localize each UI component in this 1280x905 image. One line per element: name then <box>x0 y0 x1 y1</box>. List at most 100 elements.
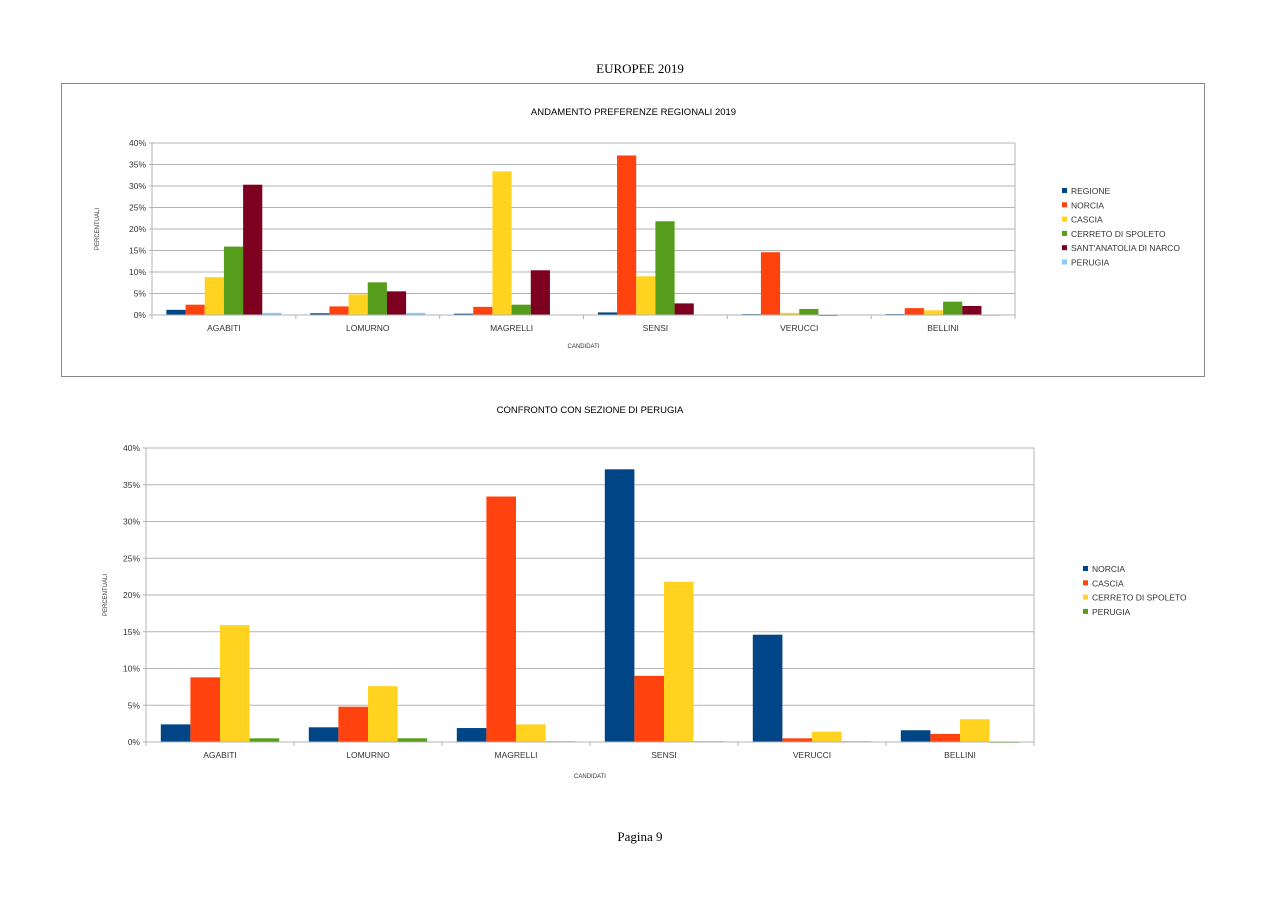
x-tick-label: SENSI <box>651 750 677 760</box>
bar-cerreto-di-spoleto-magrelli <box>511 304 531 315</box>
chart-title: ANDAMENTO PREFERENZE REGIONALI 2019 <box>531 107 736 118</box>
bar-perugia-agabiti <box>262 312 282 315</box>
x-tick-label: BELLINI <box>927 323 959 333</box>
legend-swatch <box>1062 202 1067 208</box>
y-tick-label: 30% <box>129 181 146 191</box>
bar-norcia-lomurno <box>329 306 349 315</box>
bar-cascia-magrelli <box>486 496 516 742</box>
bar-regione-lomurno <box>310 313 330 315</box>
x-tick-label: AGABITI <box>203 750 237 760</box>
bar-cerreto-di-spoleto-bellini <box>943 301 963 315</box>
bar-cascia-verucci <box>782 738 812 742</box>
bar-regione-agabiti <box>166 309 186 315</box>
bar-norcia-agabiti <box>185 304 205 315</box>
legend-label: REGIONE <box>1071 186 1111 196</box>
bar-cerreto-di-spoleto-lomurno <box>368 686 398 742</box>
bar-cascia-bellini <box>930 733 960 742</box>
bar-cascia-lomurno <box>338 706 368 742</box>
x-tick-label: VERUCCI <box>780 323 818 333</box>
bar-norcia-magrelli <box>473 306 493 315</box>
bar-perugia-agabiti <box>249 738 280 742</box>
bar-cascia-agabiti <box>190 677 220 742</box>
bar-sant-anatolia-di-narco-lomurno <box>386 291 407 315</box>
bar-norcia-bellini <box>900 730 931 742</box>
x-axis-label: CANDIDATI <box>568 344 600 350</box>
y-tick-label: 15% <box>123 627 140 637</box>
bar-norcia-lomurno <box>308 727 339 742</box>
legend-swatch <box>1083 566 1088 571</box>
bar-cerreto-di-spoleto-agabiti <box>223 246 244 315</box>
bar-cascia-sensi <box>636 276 656 315</box>
x-tick-label: AGABITI <box>207 323 241 333</box>
legend-label: CASCIA <box>1092 578 1124 588</box>
y-tick-label: 25% <box>123 553 140 563</box>
legend-label: CERRETO DI SPOLETO <box>1071 229 1166 239</box>
chart-frame <box>61 83 1205 377</box>
y-tick-label: 30% <box>123 517 140 527</box>
legend-swatch <box>1062 245 1067 251</box>
y-tick-label: 40% <box>123 443 140 453</box>
y-tick-label: 40% <box>129 138 146 148</box>
bar-sant-anatolia-di-narco-bellini <box>962 305 982 315</box>
y-tick-label: 5% <box>134 289 147 299</box>
legend-label: NORCIA <box>1092 564 1125 574</box>
bar-sant-anatolia-di-narco-sensi <box>674 303 694 315</box>
bar-cascia-bellini <box>923 310 944 315</box>
bar-norcia-verucci <box>760 252 781 315</box>
x-tick-label: LOMURNO <box>346 750 390 760</box>
legend-label: CERRETO DI SPOLETO <box>1092 593 1187 603</box>
document-title: EUROPEE 2019 <box>596 61 684 76</box>
y-axis-label: PERCENTUALI <box>103 574 109 616</box>
legend-swatch <box>1083 608 1088 614</box>
y-tick-label: 35% <box>123 480 140 490</box>
bar-norcia-agabiti <box>160 724 191 742</box>
x-tick-label: MAGRELLI <box>495 750 538 760</box>
legend-swatch <box>1062 230 1067 236</box>
y-tick-label: 20% <box>123 590 140 600</box>
bar-norcia-magrelli <box>456 728 487 742</box>
legend-swatch <box>1083 594 1088 600</box>
bar-cerreto-di-spoleto-verucci <box>812 731 842 742</box>
y-tick-label: 35% <box>129 160 146 170</box>
bar-regione-magrelli <box>454 313 474 315</box>
bar-sant-anatolia-di-narco-magrelli <box>530 270 550 315</box>
legend-label: CASCIA <box>1071 215 1103 225</box>
y-tick-label: 10% <box>123 664 140 674</box>
legend-swatch <box>1062 216 1067 222</box>
bar-cascia-verucci <box>780 312 800 315</box>
y-tick-label: 5% <box>128 700 141 710</box>
bar-norcia-bellini <box>904 308 924 315</box>
bar-norcia-verucci <box>752 634 783 742</box>
bar-cerreto-di-spoleto-agabiti <box>220 625 250 742</box>
bar-cascia-sensi <box>634 675 664 742</box>
y-tick-label: 15% <box>129 246 146 256</box>
bar-cascia-lomurno <box>348 294 368 315</box>
legend-label: PERUGIA <box>1071 258 1110 268</box>
y-tick-label: 10% <box>129 267 146 277</box>
bar-perugia-lomurno <box>397 738 428 742</box>
x-tick-label: BELLINI <box>944 750 976 760</box>
bar-perugia-lomurno <box>406 312 426 315</box>
bar-cerreto-di-spoleto-sensi <box>655 221 675 315</box>
x-tick-label: SENSI <box>643 323 669 333</box>
y-tick-label: 20% <box>129 224 146 234</box>
y-tick-label: 0% <box>128 737 141 747</box>
bar-norcia-sensi <box>604 469 635 742</box>
y-tick-label: 0% <box>134 310 147 320</box>
legend-label: SANT'ANATOLIA DI NARCO <box>1071 243 1180 253</box>
bar-cerreto-di-spoleto-lomurno <box>367 282 387 315</box>
bar-sant-anatolia-di-narco-agabiti <box>243 184 263 315</box>
page-number: Pagina 9 <box>617 829 663 844</box>
x-axis-label: CANDIDATI <box>574 774 606 780</box>
legend-swatch <box>1062 259 1067 265</box>
bar-cascia-agabiti <box>204 277 224 315</box>
chart-title: CONFRONTO CON SEZIONE DI PERUGIA <box>497 405 684 416</box>
legend-swatch <box>1083 580 1088 586</box>
x-tick-label: LOMURNO <box>346 323 390 333</box>
bar-regione-sensi <box>597 312 618 315</box>
bar-cascia-magrelli <box>492 171 512 315</box>
bar-norcia-sensi <box>617 155 637 315</box>
bar-cerreto-di-spoleto-magrelli <box>516 724 546 742</box>
